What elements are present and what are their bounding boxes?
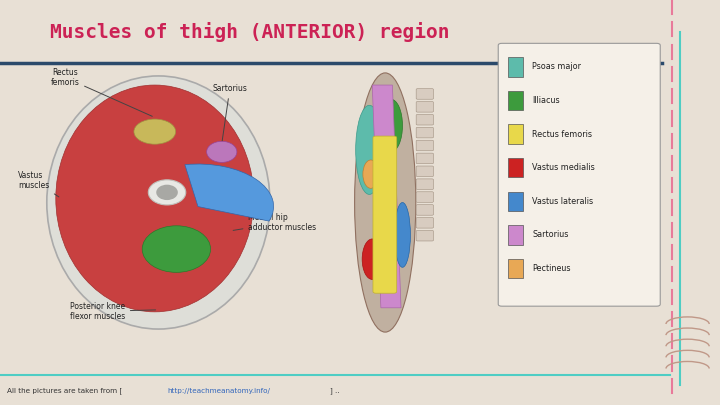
- Ellipse shape: [142, 226, 211, 272]
- Ellipse shape: [355, 73, 416, 332]
- FancyBboxPatch shape: [498, 43, 660, 306]
- FancyBboxPatch shape: [416, 230, 433, 241]
- FancyBboxPatch shape: [373, 136, 397, 293]
- Ellipse shape: [379, 99, 402, 152]
- Text: Sartorius: Sartorius: [532, 230, 569, 239]
- FancyBboxPatch shape: [416, 89, 433, 99]
- FancyBboxPatch shape: [416, 102, 433, 112]
- Ellipse shape: [56, 85, 254, 312]
- FancyBboxPatch shape: [416, 179, 433, 190]
- FancyBboxPatch shape: [416, 127, 433, 138]
- FancyBboxPatch shape: [508, 91, 523, 110]
- Text: Pectineus: Pectineus: [532, 264, 570, 273]
- FancyBboxPatch shape: [416, 192, 433, 202]
- FancyBboxPatch shape: [416, 166, 433, 177]
- Text: ] ..: ] ..: [330, 387, 339, 394]
- Wedge shape: [185, 164, 274, 221]
- FancyBboxPatch shape: [416, 217, 433, 228]
- Text: Sartorius: Sartorius: [212, 84, 247, 141]
- Ellipse shape: [356, 105, 383, 194]
- FancyBboxPatch shape: [416, 115, 433, 125]
- Text: Vastus
muscles: Vastus muscles: [18, 171, 59, 197]
- Text: All the pictures are taken from [: All the pictures are taken from [: [7, 387, 125, 394]
- Text: Illiacus: Illiacus: [532, 96, 559, 105]
- Ellipse shape: [47, 76, 270, 329]
- Ellipse shape: [395, 202, 410, 267]
- FancyBboxPatch shape: [508, 259, 523, 278]
- Ellipse shape: [156, 185, 178, 200]
- FancyBboxPatch shape: [508, 192, 523, 211]
- FancyBboxPatch shape: [416, 140, 433, 151]
- Ellipse shape: [363, 160, 379, 188]
- Ellipse shape: [134, 119, 176, 144]
- FancyBboxPatch shape: [508, 225, 523, 245]
- FancyBboxPatch shape: [508, 158, 523, 177]
- Text: Muscles of thigh (ANTERIOR) region: Muscles of thigh (ANTERIOR) region: [50, 22, 450, 42]
- Ellipse shape: [207, 141, 237, 162]
- FancyBboxPatch shape: [416, 153, 433, 164]
- Text: Medial hip
adductor muscles: Medial hip adductor muscles: [233, 213, 317, 232]
- Ellipse shape: [362, 239, 382, 279]
- Text: Rectus
femoris: Rectus femoris: [50, 68, 152, 116]
- Text: http://teachmeanatomy.info/: http://teachmeanatomy.info/: [167, 388, 270, 394]
- Text: Psoas major: Psoas major: [532, 62, 581, 71]
- FancyBboxPatch shape: [416, 205, 433, 215]
- Ellipse shape: [148, 180, 186, 205]
- Text: Vastus medialis: Vastus medialis: [532, 163, 595, 172]
- Text: Rectus femoris: Rectus femoris: [532, 130, 592, 139]
- Text: Vastus lateralis: Vastus lateralis: [532, 197, 593, 206]
- FancyBboxPatch shape: [508, 57, 523, 77]
- Text: Posterior knee
flexor muscles: Posterior knee flexor muscles: [70, 302, 156, 321]
- FancyBboxPatch shape: [508, 124, 523, 144]
- Polygon shape: [372, 85, 401, 308]
